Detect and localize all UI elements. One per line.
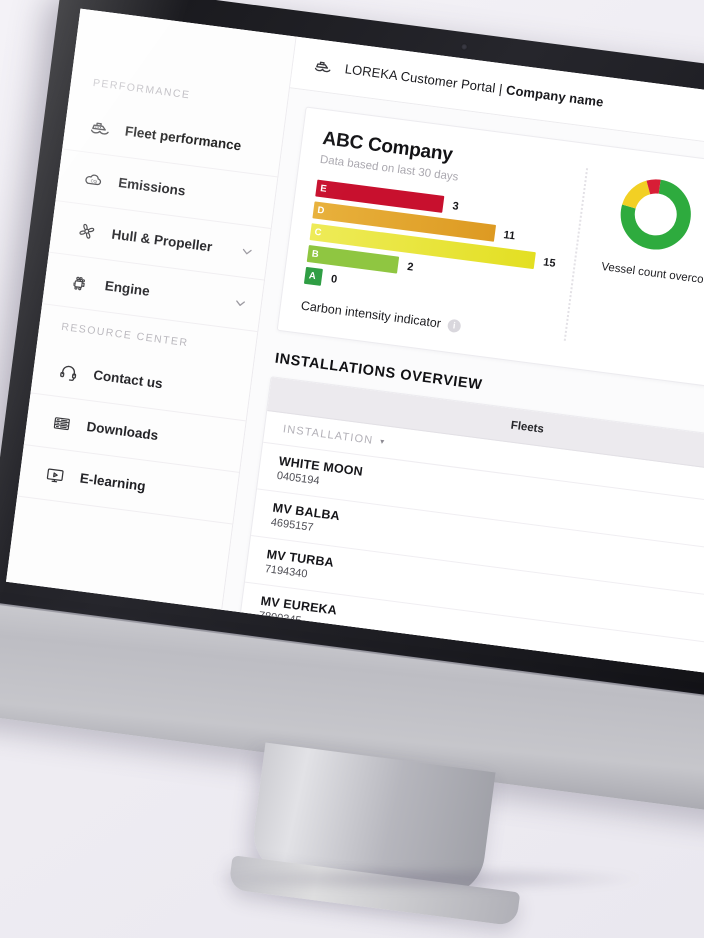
sidebar-item-label: Engine bbox=[104, 278, 151, 299]
headset-icon bbox=[54, 359, 83, 384]
chevron-down-icon[interactable] bbox=[240, 244, 255, 259]
vessel-overconsumption-panel: 2 5 24 bbox=[587, 165, 704, 374]
column-header-installation: INSTALLATION bbox=[282, 422, 375, 447]
donut-slice-high bbox=[620, 179, 691, 250]
cii-bar-value: 0 bbox=[330, 272, 338, 286]
cii-caption-label: Carbon intensity indicator bbox=[300, 298, 442, 331]
cii-bar-value: 11 bbox=[502, 228, 516, 242]
main-region: LOREKA Customer Portal | Company name AB… bbox=[222, 36, 704, 682]
svg-text:2: 2 bbox=[95, 180, 97, 184]
sidebar-item-fleet-performance[interactable]: Fleet performance bbox=[62, 97, 285, 178]
chevron-down-icon[interactable]: ▾ bbox=[379, 436, 387, 447]
cii-bar-label: B bbox=[311, 248, 320, 261]
sidebar-item-downloads[interactable]: Downloads bbox=[23, 393, 246, 473]
sidebar: PERFORMANCE Fleet bbox=[6, 8, 297, 610]
sidebar-item-e-learning[interactable]: E-learning bbox=[17, 444, 239, 525]
sidebar-item-label: Downloads bbox=[85, 418, 160, 444]
cii-bar-A: A bbox=[303, 266, 324, 286]
cii-bar-label: D bbox=[316, 204, 325, 217]
monitor-play-icon bbox=[41, 462, 70, 487]
cii-bar-label: A bbox=[308, 270, 317, 283]
sidebar-item-label: Hull & Propeller bbox=[110, 226, 214, 255]
info-icon[interactable]: i bbox=[447, 318, 462, 333]
app-window: PERFORMANCE Fleet bbox=[6, 8, 704, 682]
overview-card: ABC Company Data based on last 30 days E… bbox=[276, 106, 704, 398]
cii-bar-label: E bbox=[319, 183, 328, 195]
tab-fleets[interactable]: Fleets bbox=[510, 419, 545, 436]
cii-panel: ABC Company Data based on last 30 days E… bbox=[300, 128, 587, 347]
propeller-icon bbox=[73, 218, 102, 243]
co2-cloud-icon: CO 2 bbox=[79, 167, 108, 192]
content-area: ABC Company Data based on last 30 days E… bbox=[222, 88, 704, 682]
sidebar-item-label: Fleet performance bbox=[124, 123, 243, 154]
engine-icon bbox=[66, 270, 95, 295]
server-rack-icon bbox=[48, 411, 77, 436]
sidebar-item-label: Emissions bbox=[117, 175, 187, 199]
sidebar-item-hull-and-propeller[interactable]: Hull & Propeller bbox=[48, 201, 271, 281]
cii-bar-value: 15 bbox=[542, 255, 557, 270]
portal-title-plain: LOREKA Customer Portal | bbox=[343, 61, 508, 98]
sidebar-item-emissions[interactable]: CO 2 Emissions bbox=[55, 149, 278, 229]
sidebar-item-engine[interactable]: Engine bbox=[42, 252, 264, 333]
floor-shadow bbox=[210, 866, 640, 892]
donut-slice-low bbox=[620, 179, 691, 250]
portal-title-company: Company name bbox=[505, 82, 605, 110]
donut-chart bbox=[620, 179, 691, 250]
cii-bar-value: 2 bbox=[406, 260, 415, 274]
sidebar-item-label: E-learning bbox=[79, 470, 147, 494]
chevron-down-icon[interactable] bbox=[233, 296, 248, 311]
monitor-screen: PERFORMANCE Fleet bbox=[6, 8, 704, 682]
ship-icon bbox=[312, 55, 334, 77]
cii-bar-label: C bbox=[313, 226, 323, 239]
donut-chart-wrap: 2 5 24 bbox=[600, 165, 704, 269]
sidebar-item-label: Contact us bbox=[92, 367, 164, 392]
cii-bar-value: 3 bbox=[451, 199, 460, 213]
cii-bar-chart: E 3 D 11 bbox=[303, 179, 563, 317]
sidebar-item-contact-us[interactable]: Contact us bbox=[30, 341, 253, 422]
donut-caption: Vessel count overconsumption bbox=[600, 260, 704, 293]
top-bar: LOREKA Customer Portal | Company name bbox=[289, 36, 704, 161]
ship-icon bbox=[86, 115, 115, 140]
svg-text:CO: CO bbox=[90, 178, 97, 184]
